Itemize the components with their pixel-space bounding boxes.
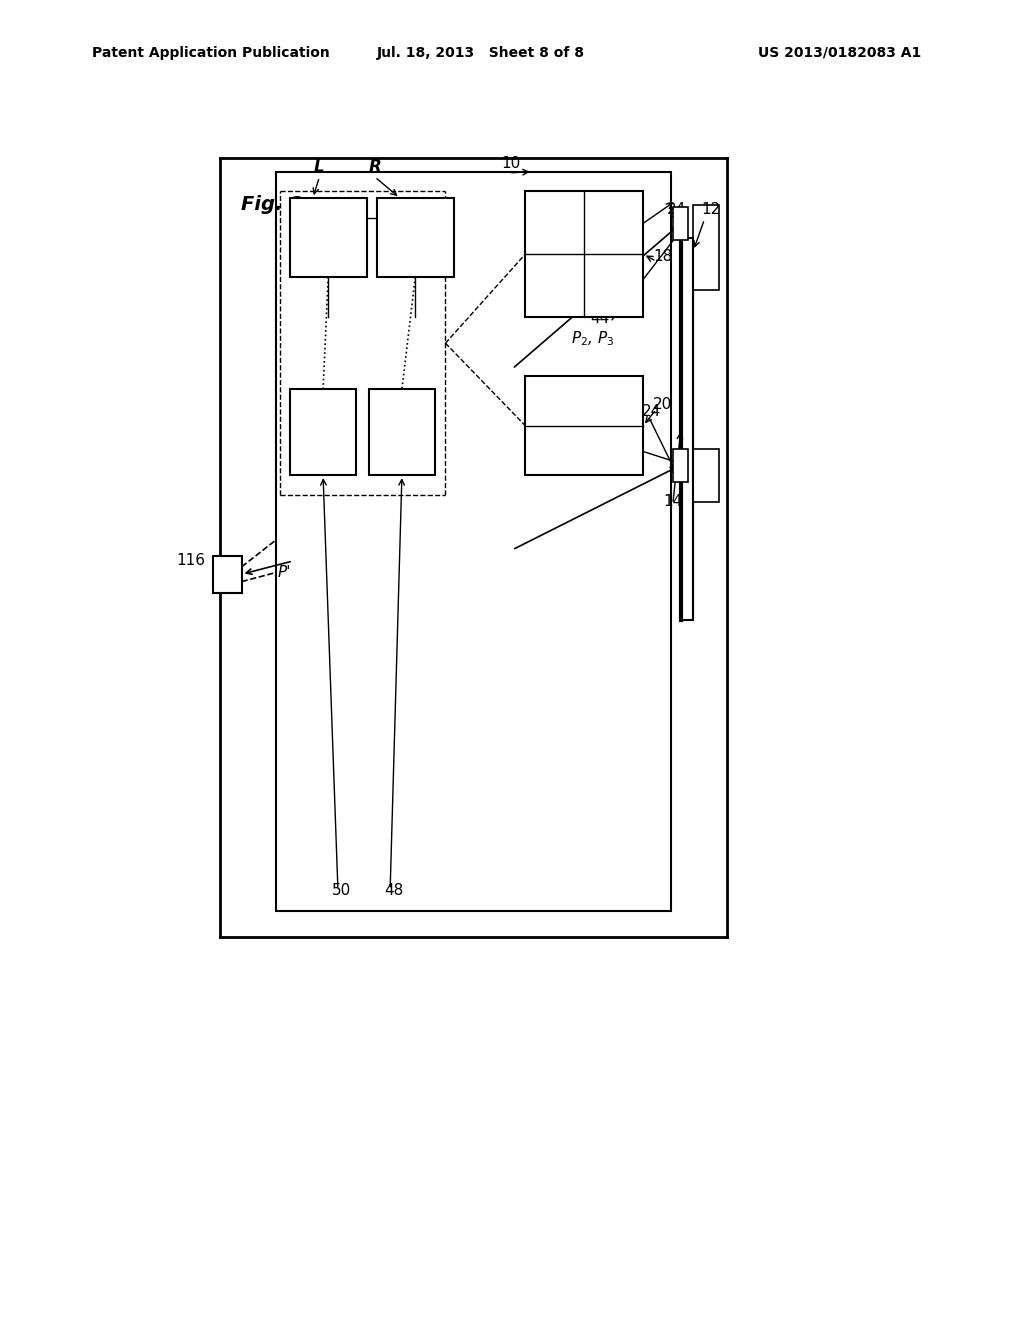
Text: Patent Application Publication: Patent Application Publication bbox=[92, 46, 330, 59]
Text: 48: 48 bbox=[384, 883, 403, 898]
Bar bbox=[673, 449, 688, 482]
Text: L: L bbox=[313, 157, 324, 176]
Text: $P_2$, $P_3$: $P_2$, $P_3$ bbox=[571, 329, 614, 348]
Text: 116: 116 bbox=[176, 553, 205, 568]
Bar bbox=[213, 556, 242, 593]
Bar bbox=[276, 172, 671, 911]
Text: Jul. 18, 2013   Sheet 8 of 8: Jul. 18, 2013 Sheet 8 of 8 bbox=[377, 46, 586, 59]
Bar bbox=[290, 389, 356, 475]
Bar bbox=[525, 376, 643, 475]
Text: US 2013/0182083 A1: US 2013/0182083 A1 bbox=[759, 46, 922, 59]
Bar bbox=[693, 449, 719, 502]
Bar bbox=[290, 198, 367, 277]
Bar bbox=[693, 205, 719, 290]
Text: 44: 44 bbox=[590, 312, 609, 326]
Text: 44: 44 bbox=[590, 433, 609, 447]
Bar bbox=[377, 198, 454, 277]
Text: R: R bbox=[369, 157, 381, 176]
Text: 14: 14 bbox=[664, 494, 683, 508]
Text: $P_1$: $P_1$ bbox=[577, 451, 594, 471]
Text: Fig. 8: Fig. 8 bbox=[241, 195, 302, 214]
Bar bbox=[673, 207, 688, 240]
Text: P': P' bbox=[278, 565, 291, 579]
Text: 18: 18 bbox=[653, 249, 673, 264]
Text: 12: 12 bbox=[701, 202, 721, 216]
Bar bbox=[369, 389, 435, 475]
Text: 20: 20 bbox=[653, 397, 673, 412]
Text: 50: 50 bbox=[332, 883, 351, 898]
Text: 10: 10 bbox=[502, 156, 521, 170]
Text: 24: 24 bbox=[667, 202, 686, 216]
Text: 22: 22 bbox=[614, 219, 634, 234]
Bar bbox=[681, 238, 693, 620]
Bar bbox=[525, 191, 643, 317]
Text: 24: 24 bbox=[642, 404, 662, 418]
